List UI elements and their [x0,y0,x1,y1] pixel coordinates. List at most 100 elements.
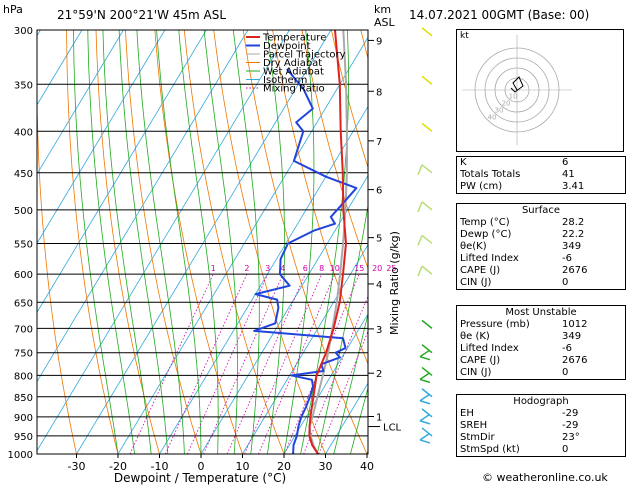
pw-value: 3.41 [562,181,585,192]
hpa-label: hPa [3,3,23,16]
mixing-ratio-label: 1 [211,264,216,273]
surface-temp-row: Temp (°C) 28.2 [457,217,625,229]
surface-cape-value: 2676 [562,265,588,276]
legend-entry: Temperature [262,33,326,44]
pressure-tick-label: 950 [14,432,33,443]
profile-series [253,30,358,454]
wind-barb [421,388,433,398]
wind-barb [421,164,433,174]
pressure-tick-label: 750 [14,349,33,360]
wind-barb-flag [417,235,423,246]
wind-barb [421,27,433,37]
hodograph-ring-label: 30 [495,106,504,114]
pw-label: PW (cm) [460,181,503,192]
mixing-ratio-labels: 1 2 3 4 6 8 10 15 20 25 [211,264,397,273]
mixing-ratio-label: 8 [319,264,324,273]
temperature-tick-label: 40 [360,460,374,473]
hodograph-ring-label: 40 [488,113,497,121]
wind-barb-flag [417,265,423,277]
mu-pressure-label: Pressure (mb) [460,319,530,330]
temperature-tick-label: 30 [319,460,333,473]
pressure-tick-labels: 300 350 400 450 500 550 600 650 700 750 800 850 900 9… [8,26,33,461]
pressure-tick-label: 900 [14,413,33,424]
mu-cin-row: CIN (J) 0 [457,367,625,379]
lcl-label: LCL [383,423,402,434]
wet-adiabat-line [333,312,368,454]
surface-table: Surface Temp (°C) 28.2 Dewp (°C) 22.2 θe(K… [456,203,626,290]
mixing-ratio-line [165,273,248,454]
wind-barb [421,408,433,418]
dry-adiabat-line [37,30,77,454]
wind-barb [421,234,433,245]
wind-barb-flag [417,201,423,213]
most-unstable-title: Most Unstable [505,307,577,318]
surface-title: Surface [521,205,561,216]
dry-adiabat-line [331,30,368,169]
wind-barb-flag [419,394,430,402]
wind-barb-flag [419,372,430,381]
wind-barb-flag [419,433,430,441]
wind-barb [421,122,433,132]
surface-li-row: Lifted Index -6 [457,253,625,265]
wind-barb [421,344,433,354]
mu-theta-value: 349 [562,331,582,342]
isotherm-line [242,244,368,454]
surface-li-label: Lifted Index [460,253,519,264]
mixing-ratio-label: 6 [303,264,308,273]
km-tick-label: 2 [376,369,382,380]
legend-entry: Dewpoint [263,41,311,52]
stmdir-label: StmDir [460,432,495,443]
stmspd-value: 0 [562,444,569,455]
pressure-tick-label: 500 [14,206,33,217]
wet-adiabat-line [350,386,368,454]
surface-cin-row: CIN (J) 0 [457,277,625,289]
surface-dewp-label: Dewp (°C) [460,229,512,240]
surface-cape-row: CAPE (J) 2676 [457,265,625,277]
mu-pressure-row: Pressure (mb) 1012 [457,319,625,331]
surface-dewp-value: 22.2 [562,229,585,240]
wind-barb-flag [419,420,431,425]
totals-totals-row: Totals Totals 41 [457,169,625,181]
mixing-ratio-label: 20 [372,264,382,273]
temperature-tick-label: 0 [198,460,205,473]
mixing-ratio-label: 15 [354,264,364,273]
surface-cape-label: CAPE (J) [460,265,501,276]
wind-barb-flag [419,350,430,358]
mu-cape-label: CAPE (J) [460,355,501,366]
wind-barb-flag [417,164,423,176]
mu-li-row: Lifted Index -6 [457,343,625,355]
mixing-ratio-line [226,273,306,454]
mixing-ratio-label: 3 [265,264,270,273]
wind-barb [421,319,433,329]
copyright-footer: © weatheronline.co.uk [482,471,608,484]
wind-barb-flag [419,355,431,361]
km-tick-label: 9 [376,36,382,47]
isotherm-line [159,105,368,454]
surface-cin-label: CIN (J) [460,277,492,288]
pressure-tick-label: 800 [14,371,33,382]
mu-cape-row: CAPE (J) 2676 [457,355,625,367]
pressure-tick-label: 400 [14,127,33,138]
stmdir-value: 23° [562,432,580,443]
pressure-tick-label: 1000 [8,450,33,461]
wind-barb [421,366,433,377]
mu-li-value: -6 [562,343,572,354]
dry-adiabat-line [301,30,368,270]
pressure-tick-label: 300 [14,26,33,37]
mixing-ratio-label: 10 [330,264,340,273]
surface-temp-value: 28.2 [562,217,585,228]
mu-theta-row: θe (K) 349 [457,331,625,343]
mu-li-label: Lifted Index [460,343,519,354]
wind-barb [421,201,433,211]
mu-theta-label: θe (K) [460,331,490,342]
wet-adiabat-line [87,30,135,454]
pressure-tick-label: 700 [14,324,33,335]
totals-totals-value: 41 [562,169,575,180]
temperature-tick-label: 10 [236,460,250,473]
mu-pressure-value: 1012 [562,319,588,330]
